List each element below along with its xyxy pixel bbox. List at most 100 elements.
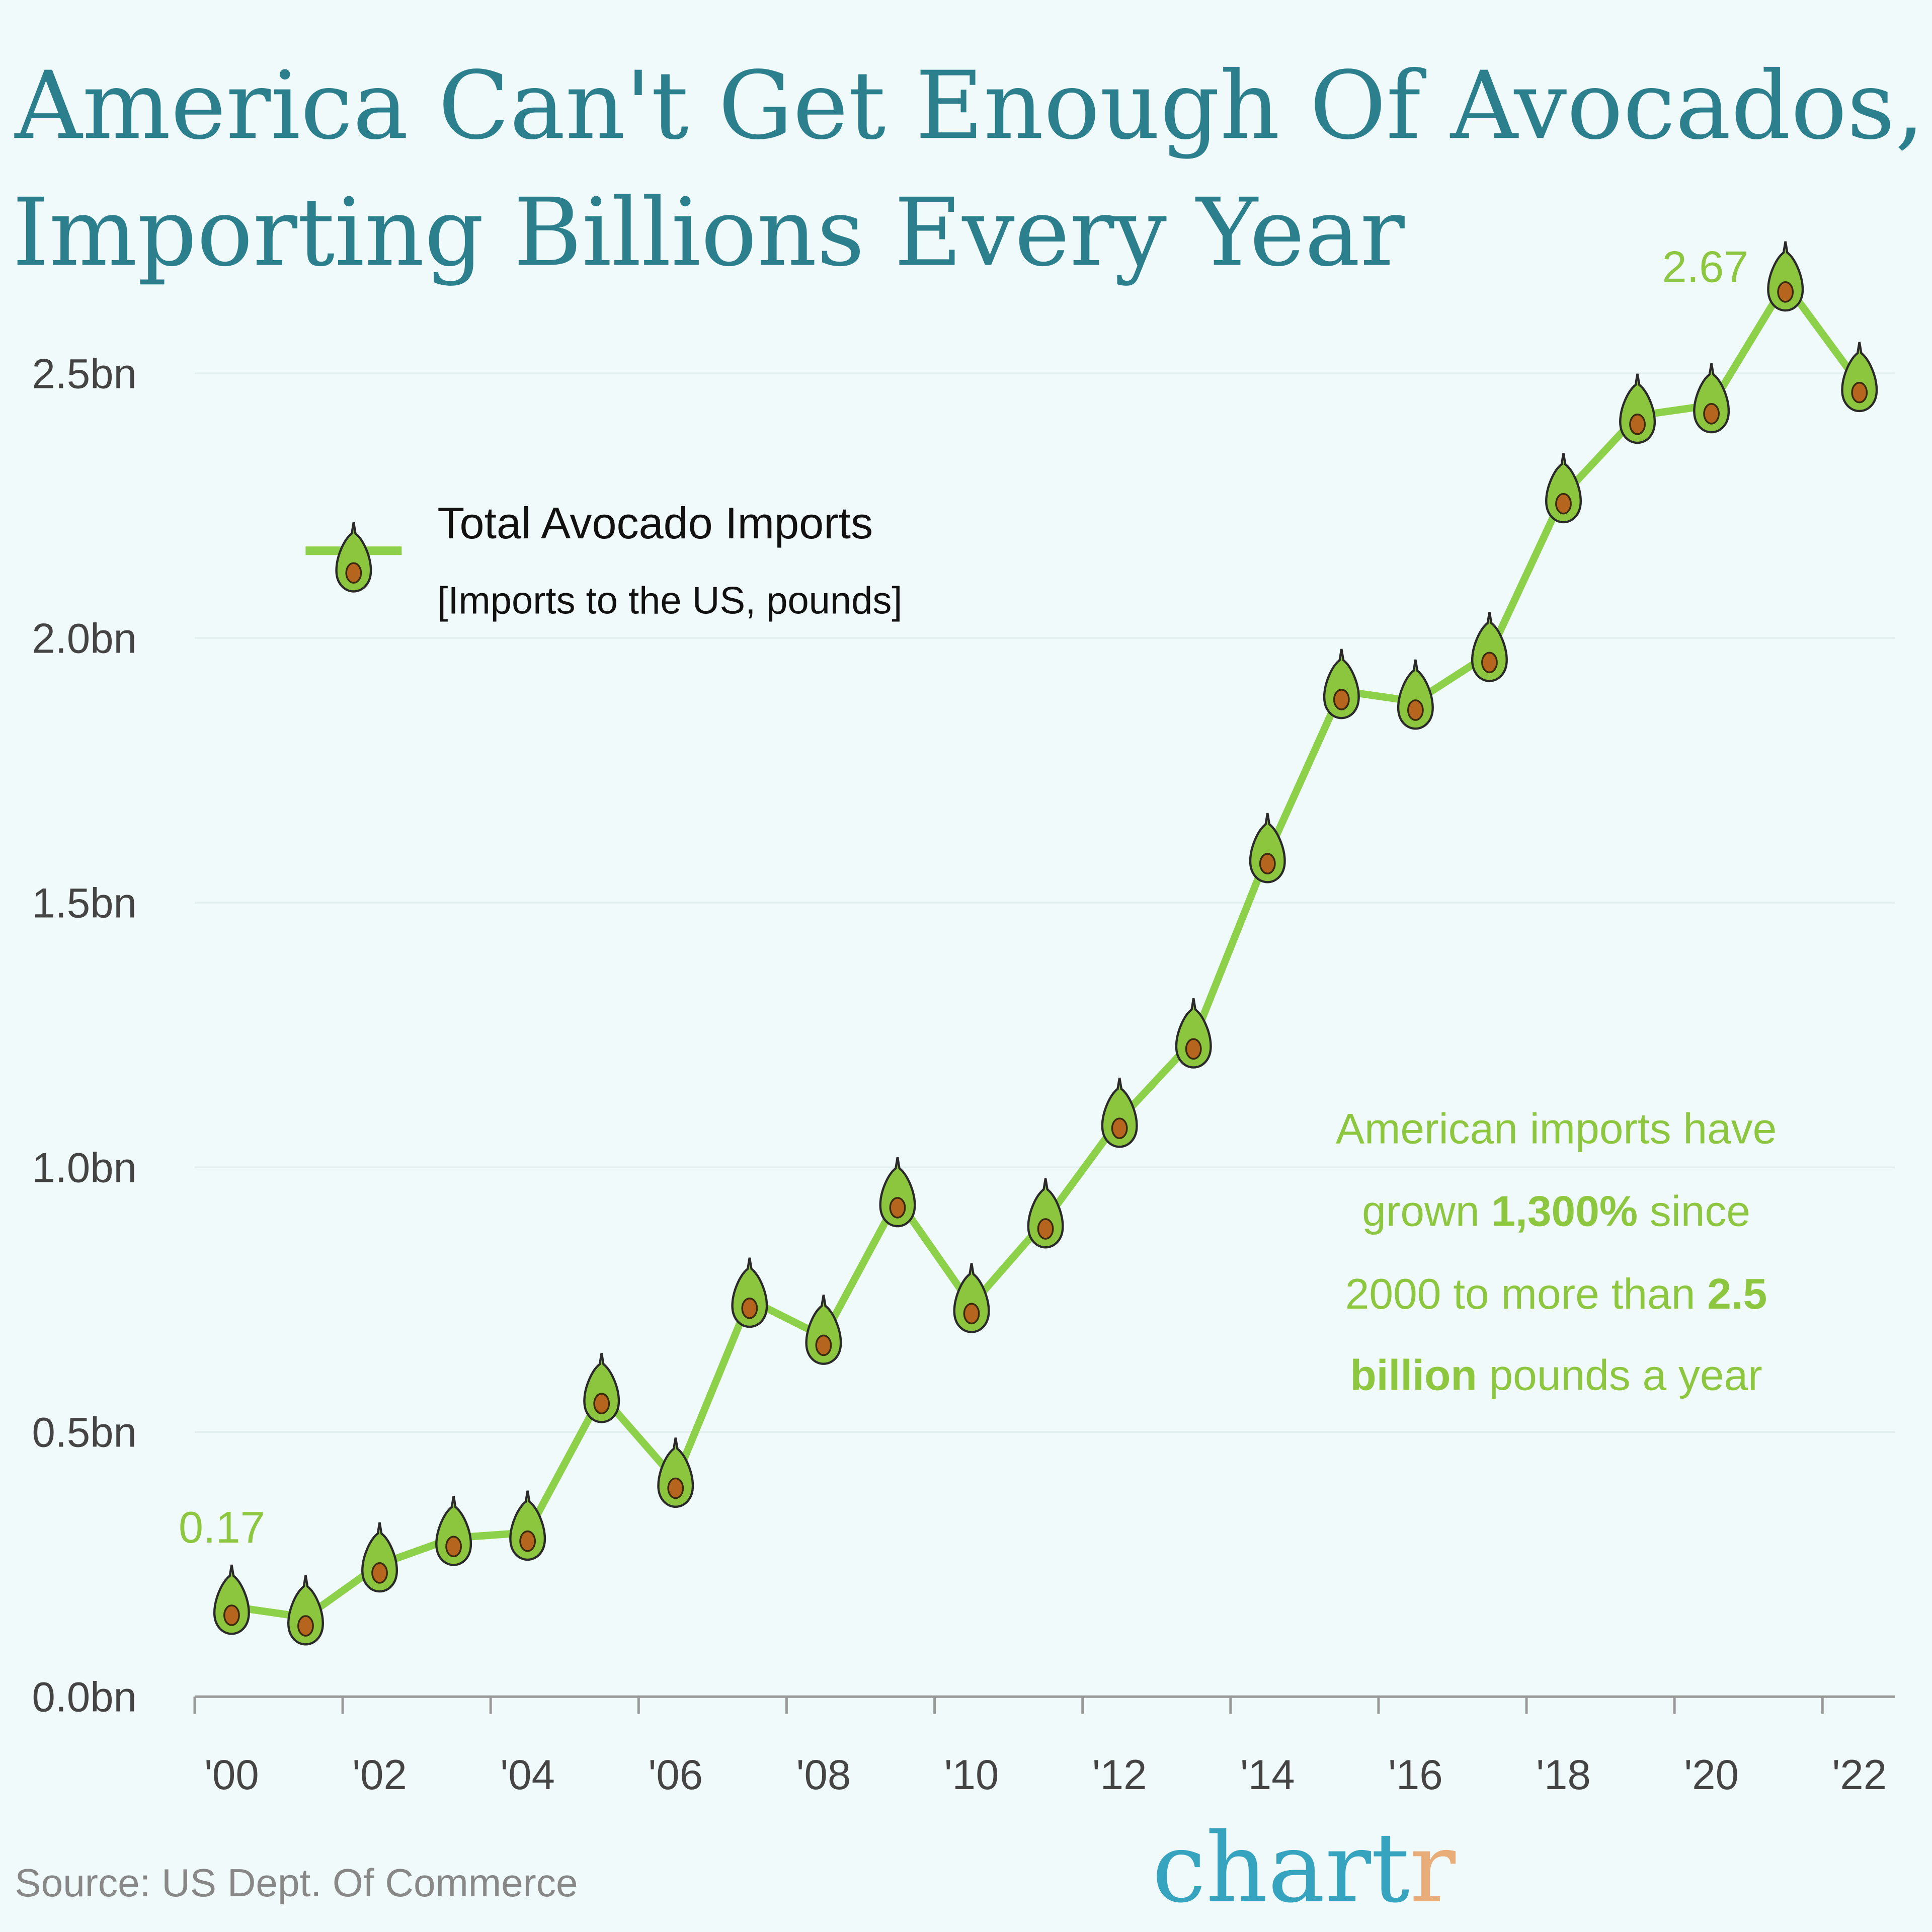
x-tick-label: '16 <box>1388 1751 1443 1798</box>
x-tick-label: '10 <box>944 1751 999 1798</box>
data-point-2016 <box>1397 659 1434 730</box>
x-tick-label: '14 <box>1240 1751 1295 1798</box>
x-tick-label: '22 <box>1832 1751 1887 1798</box>
avocado-skin <box>361 1522 398 1593</box>
avocado-skin <box>1693 363 1730 434</box>
avocado-seed <box>593 1393 610 1415</box>
avocado-skin <box>657 1437 694 1508</box>
annotation-line-2: grown 1,300% since <box>1362 1187 1750 1236</box>
avocado-seed <box>741 1298 758 1319</box>
legend-series-name: Total Avocado Imports <box>437 498 873 548</box>
avocado-seed <box>1629 414 1646 435</box>
avocado-skin <box>509 1490 546 1561</box>
avocado-seed <box>371 1562 388 1584</box>
data-point-2011 <box>1027 1178 1064 1249</box>
data-markers <box>213 241 1878 1646</box>
x-tick-label: '06 <box>649 1751 703 1798</box>
data-point-2018 <box>1545 453 1582 524</box>
avocado-skin <box>287 1575 324 1646</box>
y-tick-label: 0.0bn <box>32 1674 136 1721</box>
chart-title-line-2: Importing Billions Every Year <box>12 178 1404 287</box>
avocado-skin <box>1767 241 1804 312</box>
chart-title-line-1: America Can't Get Enough Of Avocados, <box>14 51 1924 160</box>
data-point-2005 <box>583 1352 620 1423</box>
data-point-2019 <box>1619 373 1656 444</box>
avocado-skin <box>335 522 372 593</box>
data-labels: 0.17 2.67 <box>179 242 1748 1552</box>
x-tick-label: '18 <box>1536 1751 1591 1798</box>
avocado-seed <box>1851 381 1868 404</box>
avocado-seed <box>1555 493 1572 515</box>
avocado-seed <box>1111 1117 1128 1139</box>
avocado-skin <box>213 1564 250 1635</box>
x-tick-label: '00 <box>204 1751 259 1798</box>
avocado-skin <box>1323 649 1360 719</box>
x-tick-label: '04 <box>500 1751 555 1798</box>
avocado-seed <box>297 1615 314 1637</box>
avocado-skin <box>953 1263 990 1333</box>
avocado-skin <box>1249 813 1286 883</box>
legend: Total Avocado Imports [Imports to the US… <box>305 498 902 622</box>
avocado-seed <box>1407 699 1424 721</box>
data-point-2004 <box>509 1490 546 1561</box>
avocado-skin <box>1471 612 1508 682</box>
avocado-skin <box>1545 453 1582 524</box>
y-tick-label: 1.0bn <box>32 1145 136 1191</box>
gridlines <box>194 372 1895 1433</box>
avocado-seed <box>345 562 362 584</box>
avocado-skin <box>435 1495 472 1566</box>
avocado-seed <box>1259 853 1276 874</box>
avocado-skin <box>1027 1178 1064 1249</box>
avocado-seed <box>963 1303 980 1325</box>
y-tick-label: 2.5bn <box>32 350 136 397</box>
avocado-seed <box>1333 689 1350 710</box>
annotation-line-1: American imports have <box>1336 1105 1777 1153</box>
avocado-seed <box>445 1536 462 1558</box>
data-label-2021: 2.67 <box>1662 242 1749 292</box>
avocado-skin <box>583 1352 620 1423</box>
avocado-skin <box>1841 342 1878 413</box>
avocado-seed <box>1185 1038 1202 1060</box>
annotation: American imports have grown 1,300% since… <box>1336 1105 1777 1400</box>
avocado-seed <box>1703 403 1720 425</box>
legend-subtitle: [Imports to the US, pounds] <box>437 580 902 622</box>
data-point-2010 <box>953 1263 990 1333</box>
data-point-2007 <box>731 1257 768 1328</box>
chartr-logo: chartr <box>1152 1813 1456 1924</box>
y-tick-label: 0.5bn <box>32 1409 136 1456</box>
annotation-line-3: 2000 to more than 2.5 <box>1345 1270 1767 1318</box>
data-point-2013 <box>1175 998 1212 1069</box>
data-point-2015 <box>1323 649 1360 719</box>
avocado-seed <box>889 1197 906 1219</box>
data-point-2008 <box>805 1295 842 1365</box>
data-label-2000: 0.17 <box>179 1502 265 1552</box>
x-tick-label: '20 <box>1684 1751 1739 1798</box>
avocado-skin <box>879 1157 916 1228</box>
data-point-2002 <box>361 1522 398 1593</box>
avocado-skin <box>805 1295 842 1365</box>
data-point-2001 <box>287 1575 324 1646</box>
x-axis: '00 '02 '04 '06 '08 '10 '12 '14 '16 '18 '20 '22 <box>193 1695 1895 1798</box>
x-tick-label: '02 <box>352 1751 407 1798</box>
avocado-seed <box>667 1477 684 1499</box>
data-point-2009 <box>879 1157 916 1228</box>
avocado-seed <box>1481 652 1498 674</box>
x-tick-label: '08 <box>796 1751 851 1798</box>
data-point-2000 <box>213 1564 250 1635</box>
annotation-line-4: billion pounds a year <box>1350 1351 1762 1399</box>
data-point-2014 <box>1249 813 1286 883</box>
data-point-2003 <box>435 1495 472 1566</box>
data-point-2021 <box>1767 241 1804 312</box>
avocado-seed <box>223 1604 240 1626</box>
avocado-skin <box>731 1257 768 1328</box>
avocado-seed <box>519 1530 536 1552</box>
avocado-skin <box>1397 659 1434 730</box>
data-point-2006 <box>657 1437 694 1508</box>
avocado-seed <box>1777 281 1794 303</box>
y-tick-label: 2.0bn <box>32 615 136 662</box>
data-point-2012 <box>1101 1077 1138 1148</box>
data-point-2017 <box>1471 612 1508 682</box>
x-tick-label: '12 <box>1092 1751 1147 1798</box>
